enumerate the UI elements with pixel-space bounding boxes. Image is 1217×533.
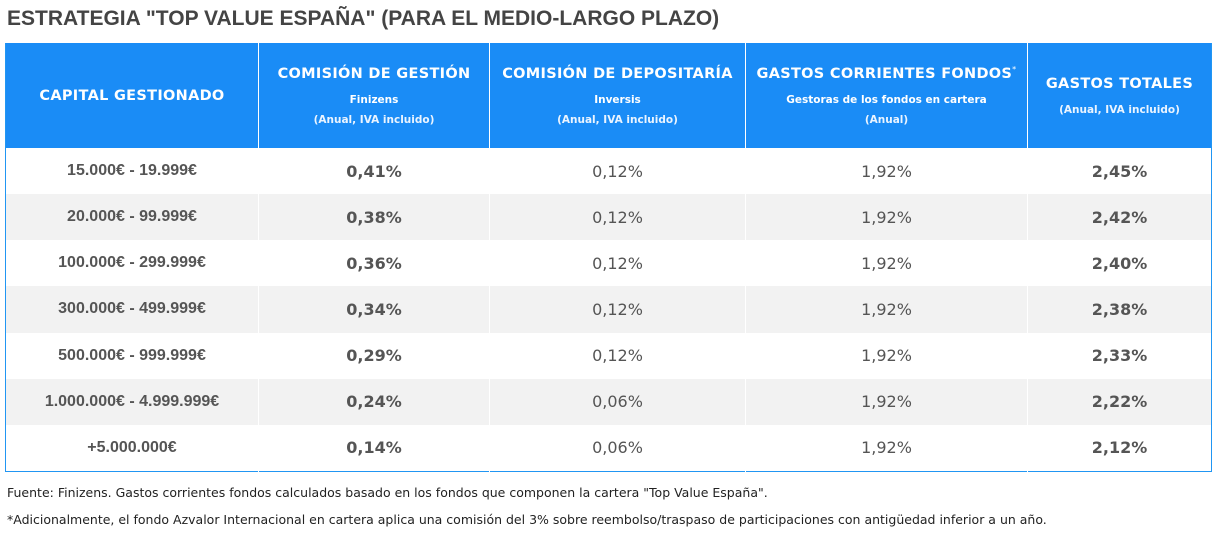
header-note: (Anual, IVA incluido) [313,113,435,126]
cell-capital-range: 300.000€ - 499.999€ [5,286,259,333]
header-note: (Anual) [864,113,909,126]
table-row: 15.000€ - 19.999€ 0,41% 0,12% 1,92% 2,45… [5,148,1212,195]
header-note: (Anual, IVA incluido) [1059,103,1180,116]
cell-gastos-totales: 2,42% [1027,194,1212,241]
table-row: +5.000.000€ 0,14% 0,06% 1,92% 2,12% [5,424,1212,472]
table-row: 20.000€ - 99.999€ 0,38% 0,12% 1,92% 2,42… [5,194,1212,241]
header-gastos-totales: GASTOS TOTALES (Anual, IVA incluido) [1027,43,1212,148]
cell-gastos-totales: 2,33% [1027,332,1212,379]
cell-comision-gestion: 0,14% [258,424,490,472]
cell-capital-range: 500.000€ - 999.999€ [5,332,259,379]
table-header-row: CAPITAL GESTIONADO COMISIÓN DE GESTIÓN F… [5,43,1212,148]
cell-capital-range: 20.000€ - 99.999€ [5,194,259,241]
cell-comision-gestion: 0,24% [258,378,490,425]
header-provider: Gestoras de los fondos en cartera [786,93,987,106]
cell-comision-gestion: 0,36% [258,240,490,287]
header-title: COMISIÓN DE DEPOSITARÍA [502,65,733,82]
cell-gastos-totales: 2,40% [1027,240,1212,287]
cell-gastos-corrientes: 1,92% [745,194,1028,241]
cell-comision-depositaria: 0,12% [489,194,746,241]
cell-comision-depositaria: 0,12% [489,240,746,287]
header-title: GASTOS CORRIENTES FONDOS [756,65,1013,82]
header-capital-gestionado: CAPITAL GESTIONADO [5,43,259,148]
table-row: 1.000.000€ - 4.999.999€ 0,24% 0,06% 1,92… [5,378,1212,425]
header-title: CAPITAL GESTIONADO [39,87,225,104]
cell-comision-depositaria: 0,12% [489,148,746,195]
cell-capital-range: 15.000€ - 19.999€ [5,148,259,195]
asterisk-footnote: *Adicionalmente, el fondo Azvalor Intern… [7,512,1047,527]
header-title-wrap: GASTOS CORRIENTES FONDOS* [752,65,1021,82]
cell-gastos-totales: 2,12% [1027,424,1212,472]
table-row: 300.000€ - 499.999€ 0,34% 0,12% 1,92% 2,… [5,286,1212,333]
cell-gastos-corrientes: 1,92% [745,424,1028,472]
source-footnote: Fuente: Finizens. Gastos corrientes fond… [7,485,768,500]
table-row: 100.000€ - 299.999€ 0,36% 0,12% 1,92% 2,… [5,240,1212,287]
cell-comision-depositaria: 0,06% [489,424,746,472]
cell-gastos-totales: 2,22% [1027,378,1212,425]
cell-gastos-corrientes: 1,92% [745,378,1028,425]
page-title: ESTRATEGIA "TOP VALUE ESPAÑA" (PARA EL M… [7,7,720,30]
cell-capital-range: 100.000€ - 299.999€ [5,240,259,287]
cell-gastos-corrientes: 1,92% [745,148,1028,195]
cell-comision-gestion: 0,41% [258,148,490,195]
cell-comision-depositaria: 0,06% [489,378,746,425]
cell-gastos-corrientes: 1,92% [745,286,1028,333]
cell-gastos-totales: 2,45% [1027,148,1212,195]
header-note: (Anual, IVA incluido) [557,113,678,126]
header-provider: Finizens [349,93,399,106]
cell-comision-depositaria: 0,12% [489,286,746,333]
cell-gastos-corrientes: 1,92% [745,332,1028,379]
cell-comision-gestion: 0,34% [258,286,490,333]
cell-comision-gestion: 0,38% [258,194,490,241]
cell-gastos-corrientes: 1,92% [745,240,1028,287]
footnote-marker: * [1012,65,1017,75]
cell-comision-gestion: 0,29% [258,332,490,379]
fees-table: CAPITAL GESTIONADO COMISIÓN DE GESTIÓN F… [5,43,1212,472]
header-comision-gestion: COMISIÓN DE GESTIÓN Finizens (Anual, IVA… [258,43,490,148]
cell-capital-range: 1.000.000€ - 4.999.999€ [5,378,259,425]
header-title: GASTOS TOTALES [1045,75,1194,92]
header-comision-depositaria: COMISIÓN DE DEPOSITARÍA Inversis (Anual,… [489,43,746,148]
cell-capital-range: +5.000.000€ [5,424,259,472]
cell-gastos-totales: 2,38% [1027,286,1212,333]
header-title: COMISIÓN DE GESTIÓN [277,65,471,82]
cell-comision-depositaria: 0,12% [489,332,746,379]
header-provider: Inversis [594,93,641,106]
table-row: 500.000€ - 999.999€ 0,29% 0,12% 1,92% 2,… [5,332,1212,379]
header-gastos-corrientes: GASTOS CORRIENTES FONDOS* Gestoras de lo… [745,43,1028,148]
